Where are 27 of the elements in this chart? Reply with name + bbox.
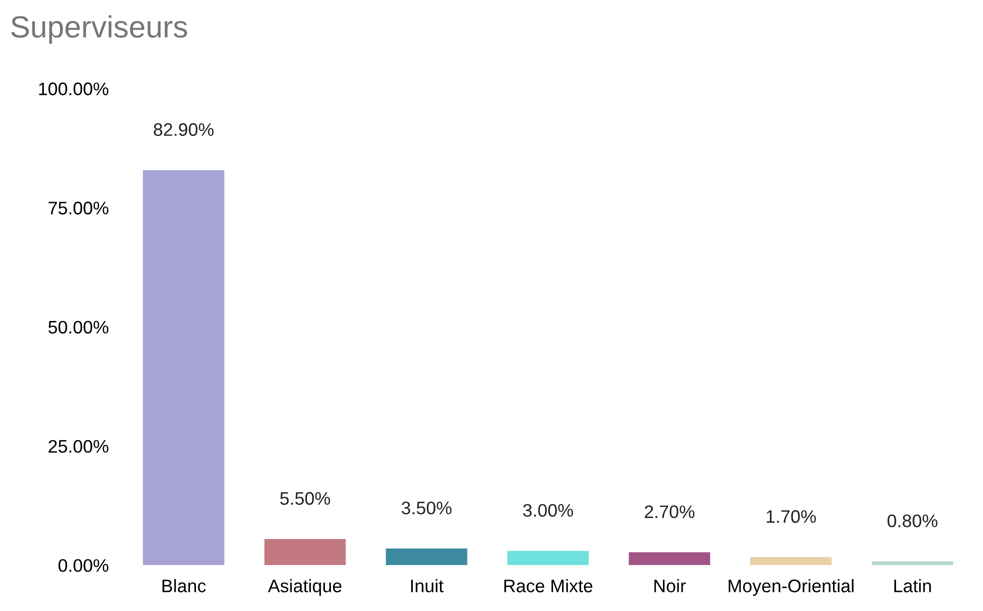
data-label: 3.50% [402, 502, 452, 514]
x-tick-label: Moyen-Oriential [728, 579, 854, 596]
x-tick-label: Asiatique [268, 579, 342, 596]
chart-title: Superviseurs [11, 15, 188, 44]
bar [750, 557, 832, 566]
y-tick-label: 50.00% [48, 320, 108, 334]
data-label: 82.90% [154, 123, 214, 136]
data-label: 0.80% [888, 514, 938, 528]
y-tick-label: 75.00% [48, 202, 108, 214]
bar [142, 170, 224, 566]
x-tick-label: Noir [654, 579, 686, 592]
y-tick-label: 25.00% [48, 440, 108, 453]
bar [264, 538, 346, 566]
data-label: 2.70% [644, 505, 694, 518]
bar [386, 548, 468, 566]
x-tick-label: Blanc [162, 579, 206, 592]
data-label: 3.00% [523, 504, 573, 517]
bar [507, 550, 589, 566]
bar [628, 552, 710, 566]
data-label: 1.70% [766, 510, 816, 523]
y-tick-label: 0.00% [58, 559, 108, 572]
data-label: 5.50% [280, 492, 330, 505]
bar [872, 561, 954, 566]
x-tick-label: Inuit [411, 579, 444, 592]
x-tick-label: Race Mixte [504, 579, 592, 592]
x-tick-label: Latin [894, 579, 931, 592]
y-tick-label: 100.00% [39, 82, 108, 96]
